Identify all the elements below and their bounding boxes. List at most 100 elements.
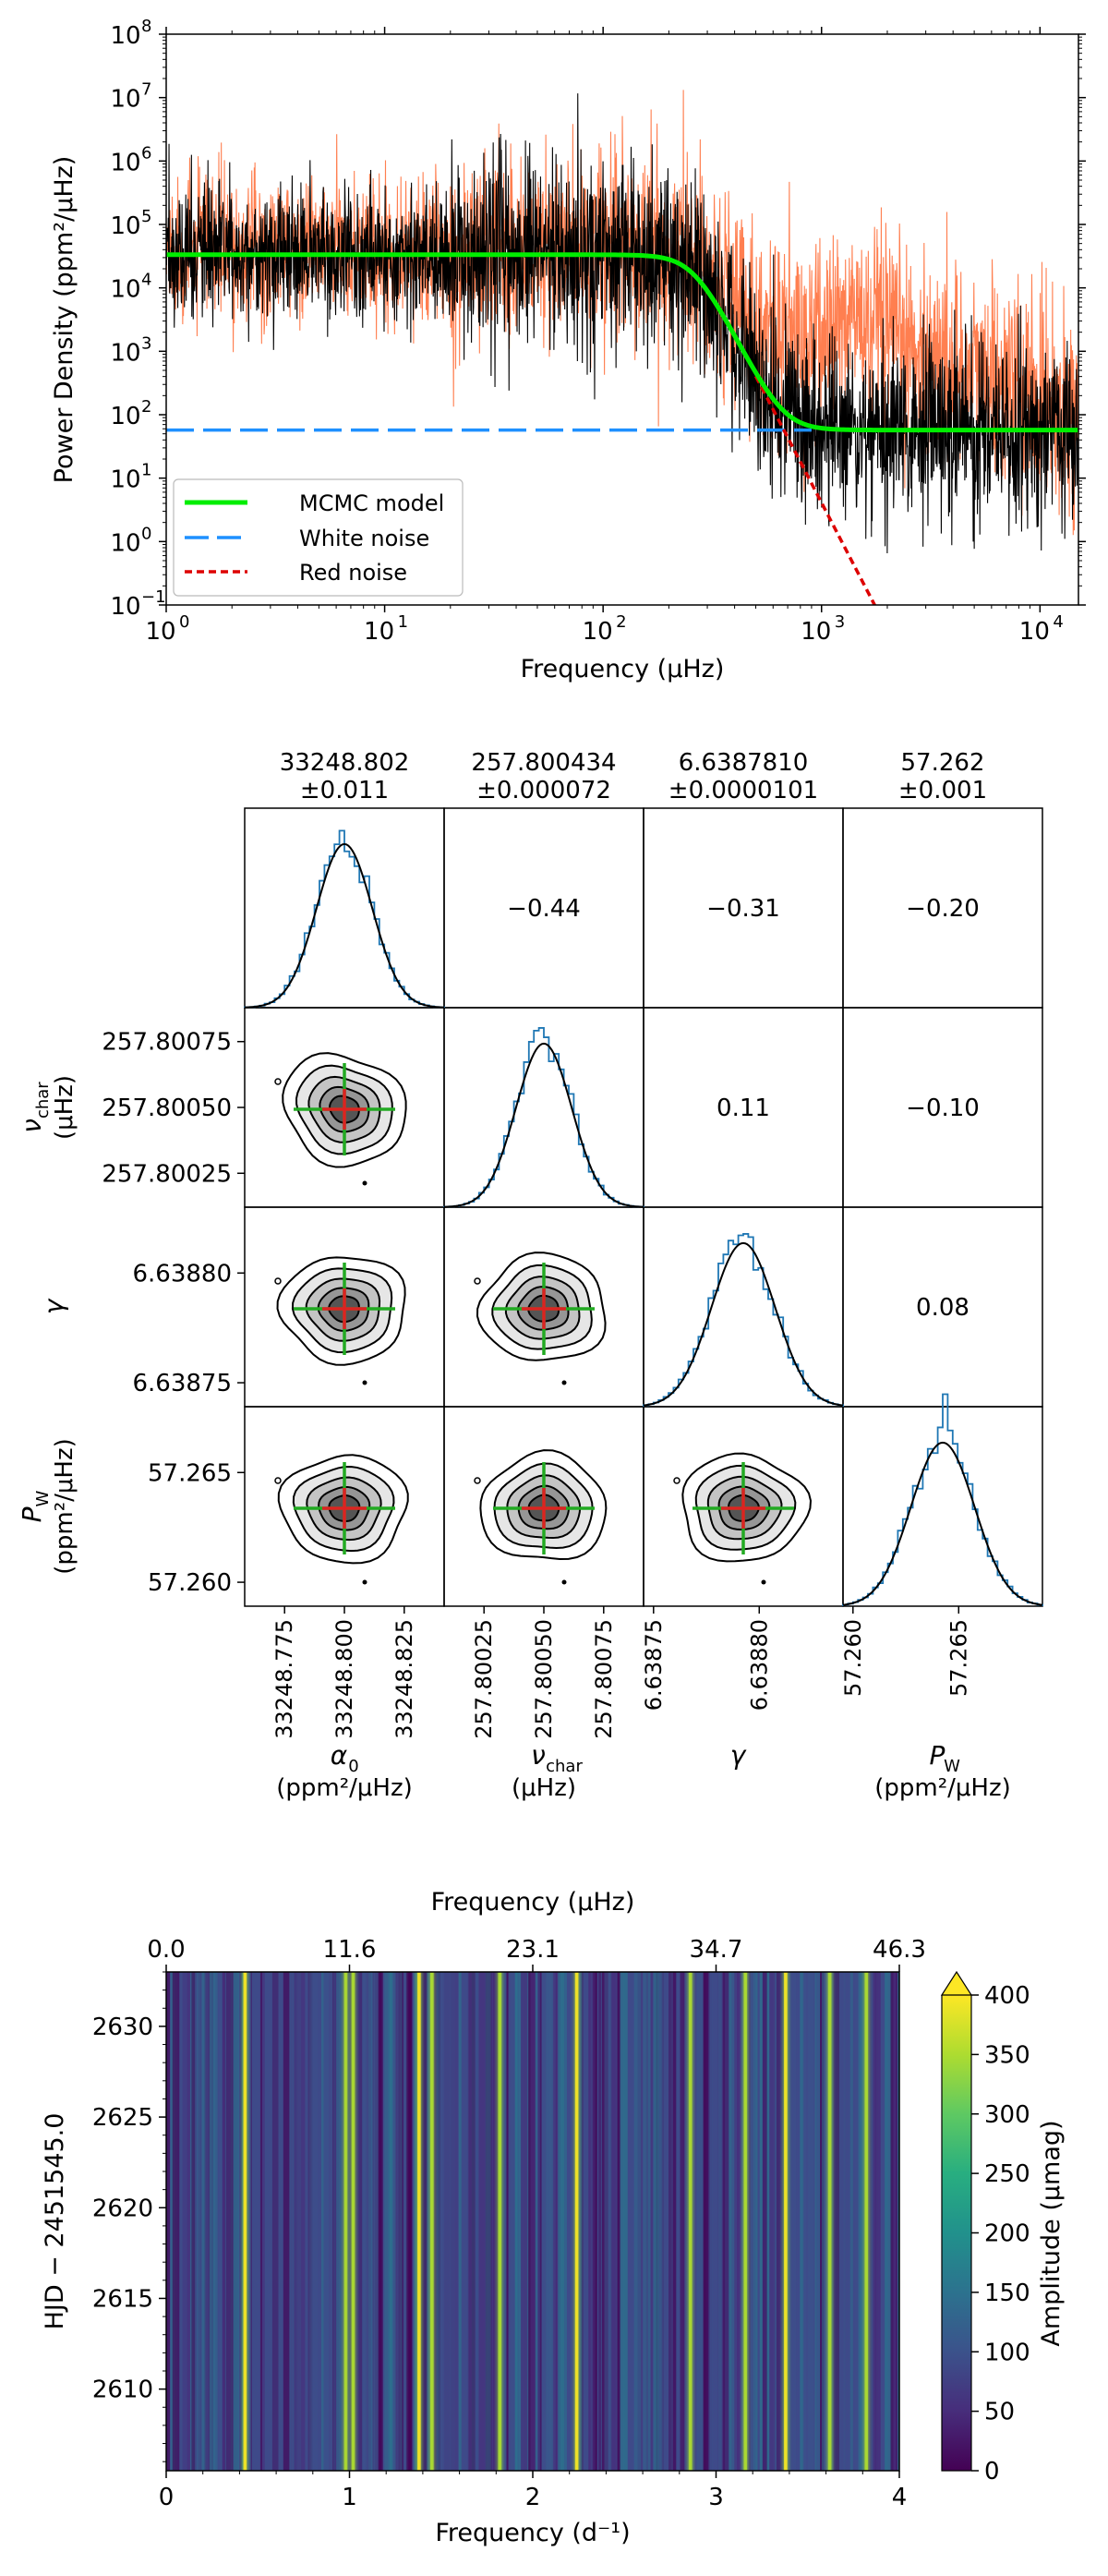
heatmap-streak <box>333 1972 337 2471</box>
heatmap-streak <box>759 1972 763 2471</box>
y-tick-label: 10 <box>110 339 140 367</box>
heatmap-streak <box>211 1972 217 2471</box>
y-tick-exponent: 2 <box>141 397 151 417</box>
x-tick-exponent: 0 <box>179 612 189 632</box>
heatmap-streak <box>451 1972 459 2471</box>
corner-x-label-unit-pw: (ppm²/μHz) <box>874 1774 1011 1802</box>
heatmap-streak <box>295 1972 301 2471</box>
heatmap-streak <box>762 1972 767 2471</box>
heatmap-streak <box>182 1972 188 2471</box>
heatmap-streak <box>283 1972 290 2471</box>
colorbar-tick-label: 200 <box>984 2220 1030 2248</box>
corner-x-tick-label: 6.63880 <box>746 1619 772 1711</box>
param-error-gamma: ±0.0000101 <box>668 777 818 804</box>
heatmap-streak <box>297 1972 306 2471</box>
y-tick-label: 10 <box>110 276 140 304</box>
frequency-peak-core <box>498 1972 502 2471</box>
frequency-peak-core <box>827 1972 832 2471</box>
heatmap-streak <box>396 1972 403 2471</box>
heatmap-streak <box>271 1972 279 2471</box>
heatmap-streak <box>367 1972 374 2471</box>
corner-cell-frame <box>643 1206 844 1408</box>
heatmap-streak <box>477 1972 486 2471</box>
heatmap-streak <box>816 1972 820 2471</box>
histogram-nu_char <box>443 1027 644 1208</box>
heatmap-streak <box>218 1972 223 2471</box>
outlier-point <box>474 1277 481 1285</box>
colorbar-ticks: 400 350 300 250 200 150 100 50 0 <box>971 1982 1030 2485</box>
corner-x-tick-label: 257.80025 <box>471 1619 497 1739</box>
colorbar-tick-label: 300 <box>984 2101 1030 2129</box>
heatmap-streak <box>777 1972 780 2471</box>
heatmap-streak <box>617 1972 620 2471</box>
spectrum-axes: 10 0 10 1 10 2 10 3 10 410 −110 010 110 210 310 410 510 6… <box>110 17 1086 646</box>
histogram-gamma <box>643 1233 844 1407</box>
heatmap-panel: 0 1 2 3 4 0.0 11.6 23.1 34.7 46.3 2630 2625 2620 2615… <box>41 1888 1066 2547</box>
outlier-point <box>761 1579 766 1585</box>
frequency-peak-core <box>574 1972 579 2471</box>
heatmap-streak <box>706 1972 710 2471</box>
x-tick-exponent: 3 <box>835 612 845 632</box>
heatmap-streak <box>696 1972 703 2471</box>
heatmap-streak <box>703 1972 708 2471</box>
corner-y-tick-label: 57.260 <box>148 1569 232 1597</box>
y-tick-exponent: 1 <box>141 461 151 480</box>
heatmap-streak <box>547 1972 553 2471</box>
histogram-alpha0 <box>244 829 445 1009</box>
heatmap-streak <box>261 1972 265 2471</box>
heatmap-streak <box>648 1972 653 2471</box>
heatmap-streak <box>222 1972 225 2471</box>
heatmap-streak <box>392 1972 399 2471</box>
correlation-value: 0.11 <box>717 1094 770 1122</box>
outlier-point <box>274 1078 282 1085</box>
corner-y-tick-label: 57.265 <box>148 1459 232 1487</box>
corner-x-tick-label: 33248.825 <box>391 1619 417 1739</box>
heatmap-streak <box>551 1972 559 2471</box>
heatmap-streak <box>372 1972 375 2471</box>
corner-y-tick-label: 257.80025 <box>102 1160 232 1188</box>
frequency-peak-core <box>351 1972 355 2471</box>
heatmap-streak <box>619 1972 627 2471</box>
heatmap-streak <box>765 1972 770 2471</box>
heatmap-top-x-tick-label: 23.1 <box>506 1936 560 1964</box>
heatmap-streak <box>451 1972 455 2471</box>
heatmap-image <box>166 1972 899 2471</box>
x-tick-label: 10 <box>1019 618 1050 646</box>
corner-x-label-alpha0: α <box>331 1740 348 1771</box>
heatmap-streak <box>515 1972 521 2471</box>
corner-x-label-nu_char: ν <box>531 1740 546 1771</box>
heatmap-streak <box>809 1972 814 2471</box>
heatmap-streak <box>510 1972 518 2471</box>
y-tick-label: 10 <box>110 86 140 114</box>
heatmap-streak <box>893 1972 897 2471</box>
heatmap-streak <box>373 1972 379 2471</box>
heatmap-streak <box>645 1972 649 2471</box>
x-tick-label: 10 <box>145 618 175 646</box>
heatmap-streak <box>408 1972 412 2471</box>
heatmap-streak <box>777 1972 780 2471</box>
heatmap-streak <box>668 1972 672 2471</box>
heatmap-streak <box>467 1972 472 2471</box>
outlier-point <box>673 1477 680 1484</box>
heatmap-streak <box>225 1972 234 2471</box>
param-mean-alpha0: 33248.802 <box>280 749 410 777</box>
heatmap-streak <box>633 1972 642 2471</box>
corner-y-tick-label: 6.63880 <box>132 1260 232 1288</box>
heatmap-streak <box>476 1972 479 2471</box>
colorbar-label: Amplitude (μmag) <box>1037 2120 1066 2346</box>
heatmap-streak <box>514 1972 518 2471</box>
x-tick-label: 10 <box>801 618 831 646</box>
corner-y-tick-label: 257.80075 <box>102 1029 232 1057</box>
heatmap-streak <box>556 1972 559 2471</box>
heatmap-x-tick-label: 3 <box>708 2484 724 2511</box>
heatmap-streak <box>769 1972 776 2471</box>
heatmap-streak <box>753 1972 758 2471</box>
heatmap-streak <box>537 1972 542 2471</box>
correlation-value: −0.31 <box>706 895 780 923</box>
frequency-peak-core <box>784 1972 788 2471</box>
heatmap-streak <box>521 1972 528 2471</box>
heatmap-streak <box>610 1972 617 2471</box>
outlier-point <box>362 1579 367 1585</box>
heatmap-streak <box>800 1972 802 2471</box>
frequency-peak-core <box>430 1972 434 2471</box>
